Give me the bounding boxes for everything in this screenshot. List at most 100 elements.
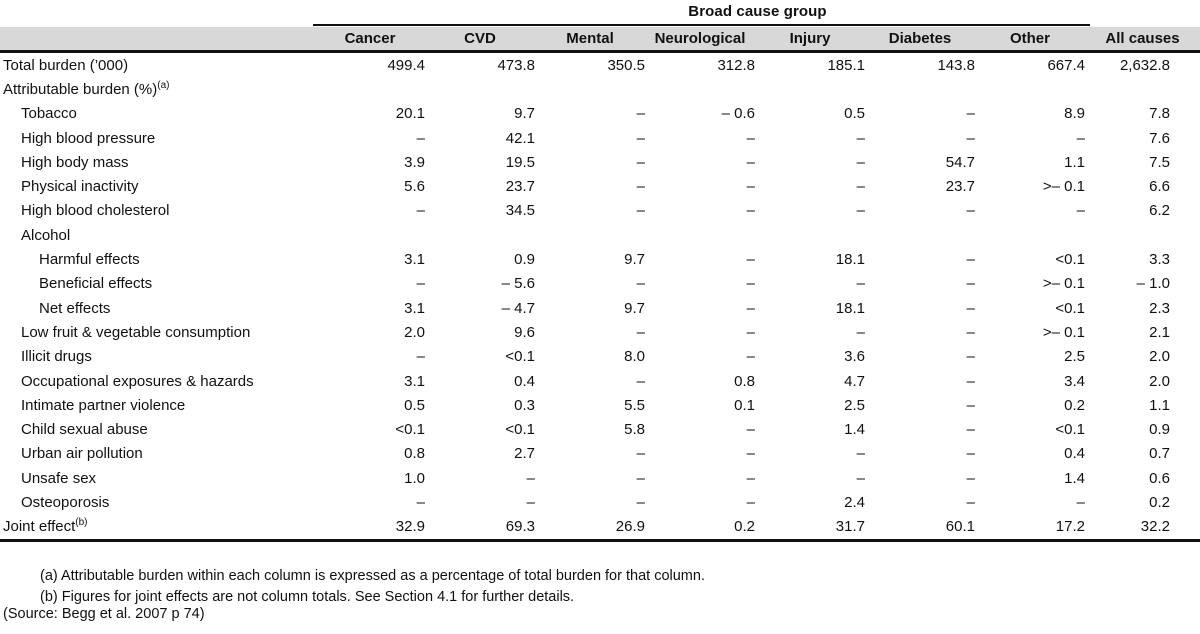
row-label: Physical inactivity xyxy=(21,178,139,196)
column-header-all-causes: All causes xyxy=(1085,27,1200,53)
value-cell: – xyxy=(636,202,645,220)
value-cell: – xyxy=(966,202,975,220)
value-cell: – xyxy=(416,202,425,220)
value-cell: 499.4 xyxy=(387,56,425,74)
value-cell: 4.7 xyxy=(844,372,865,390)
value-cell: 23.7 xyxy=(505,178,535,196)
value-cell xyxy=(1085,77,1200,101)
table-row: Harmful effects 3.1 0.9 9.7 – 18.1 – <0.1 3.3 xyxy=(0,247,1200,271)
value-cell: 143.8 xyxy=(937,56,975,74)
value-cell: – xyxy=(636,469,645,487)
value-cell: 0.9 xyxy=(514,251,535,269)
footnote-marker: (a) xyxy=(157,79,170,91)
value-cell: – 0.6 xyxy=(721,105,755,123)
row-label: High body mass xyxy=(21,153,129,171)
value-cell: 3.1 xyxy=(404,251,425,269)
value-cell: – xyxy=(966,251,975,269)
value-cell xyxy=(975,223,1085,247)
value-cell: – xyxy=(746,421,755,439)
value-cell: – xyxy=(746,299,755,317)
group-header-underline xyxy=(313,24,1090,26)
value-cell: 20.1 xyxy=(395,105,425,123)
column-header-neurological: Neurological xyxy=(645,27,755,53)
value-cell: – xyxy=(636,153,645,171)
value-cell: – xyxy=(1076,129,1085,147)
value-cell: – xyxy=(636,372,645,390)
value-cell: 0.9 xyxy=(1149,421,1170,439)
value-cell: – xyxy=(636,105,645,123)
column-header-row: Cancer CVD Mental Neurological Injury Di… xyxy=(0,27,1200,53)
value-cell: – xyxy=(856,323,865,341)
row-label: Child sexual abuse xyxy=(21,421,148,439)
value-cell: – xyxy=(1076,202,1085,220)
table-row: Net effects 3.1 – 4.7 9.7 – 18.1 – <0.1 2.3 xyxy=(0,296,1200,320)
value-cell: 7.8 xyxy=(1149,105,1170,123)
source-line: (Source: Begg et al. 2007 p 74) xyxy=(3,606,205,622)
value-cell xyxy=(865,77,975,101)
row-label: Joint effect(b) xyxy=(0,514,315,542)
value-cell: – xyxy=(966,396,975,414)
value-cell: 0.5 xyxy=(404,396,425,414)
value-cell: – xyxy=(636,275,645,293)
row-label: Low fruit & vegetable consumption xyxy=(21,323,251,341)
value-cell: 1.4 xyxy=(1064,469,1085,487)
value-cell xyxy=(425,77,535,101)
value-cell: 667.4 xyxy=(1047,56,1085,74)
value-cell xyxy=(1085,223,1200,247)
value-cell xyxy=(315,223,425,247)
value-cell: – xyxy=(526,469,535,487)
value-cell: 8.0 xyxy=(624,348,645,366)
column-header-mental: Mental xyxy=(535,27,645,53)
value-cell: 6.2 xyxy=(1149,202,1170,220)
value-cell: – xyxy=(636,493,645,511)
value-cell: 18.1 xyxy=(835,251,865,269)
value-cell: – xyxy=(966,348,975,366)
value-cell: 8.9 xyxy=(1064,105,1085,123)
table-row: Tobacco 20.1 9.7 – – 0.6 0.5 – 8.9 7.8 xyxy=(0,102,1200,126)
corner-cell xyxy=(0,27,315,53)
value-cell: 350.5 xyxy=(607,56,645,74)
value-cell: <0.1 xyxy=(1055,421,1085,439)
value-cell: – xyxy=(856,153,865,171)
value-cell: 0.7 xyxy=(1149,445,1170,463)
footnote-a: (a) Attributable burden within each colu… xyxy=(40,568,705,584)
table-row: High body mass 3.9 19.5 – – – 54.7 1.1 7.5 xyxy=(0,150,1200,174)
value-cell: – xyxy=(746,493,755,511)
value-cell: 0.4 xyxy=(1064,445,1085,463)
value-cell: – 1.0 xyxy=(1136,275,1170,293)
value-cell: – xyxy=(966,421,975,439)
value-cell: – xyxy=(416,129,425,147)
value-cell: 6.6 xyxy=(1149,178,1170,196)
value-cell: 23.7 xyxy=(945,178,975,196)
value-cell: – xyxy=(746,348,755,366)
value-cell: 9.6 xyxy=(514,323,535,341)
value-cell xyxy=(865,223,975,247)
row-label: High blood pressure xyxy=(21,129,156,147)
table-row: Joint effect(b) 32.9 69.3 26.9 0.2 31.7 60.1 17… xyxy=(0,514,1200,542)
value-cell: 0.1 xyxy=(734,396,755,414)
value-cell: – xyxy=(966,493,975,511)
value-cell: 3.9 xyxy=(404,153,425,171)
value-cell: 7.5 xyxy=(1149,153,1170,171)
footnote-marker: (b) xyxy=(75,517,88,529)
value-cell: – xyxy=(746,153,755,171)
value-cell: 0.4 xyxy=(514,372,535,390)
row-label: Urban air pollution xyxy=(21,445,143,463)
value-cell: 7.6 xyxy=(1149,129,1170,147)
value-cell: 2.7 xyxy=(514,445,535,463)
value-cell: – xyxy=(856,469,865,487)
row-label: Unsafe sex xyxy=(21,469,97,487)
value-cell: 18.1 xyxy=(835,299,865,317)
row-label: Harmful effects xyxy=(39,251,140,269)
value-cell: 3.6 xyxy=(844,348,865,366)
value-cell: 2.1 xyxy=(1149,323,1170,341)
row-label: Illicit drugs xyxy=(21,348,92,366)
value-cell: 3.1 xyxy=(404,299,425,317)
value-cell: <0.1 xyxy=(395,421,425,439)
value-cell xyxy=(755,223,865,247)
group-header-broad-cause-group: Broad cause group xyxy=(688,3,827,20)
value-cell: – xyxy=(636,445,645,463)
value-cell: 19.5 xyxy=(505,153,535,171)
value-cell: 2.4 xyxy=(844,493,865,511)
table-row: Intimate partner violence 0.5 0.3 5.5 0.1 2.5… xyxy=(0,393,1200,417)
